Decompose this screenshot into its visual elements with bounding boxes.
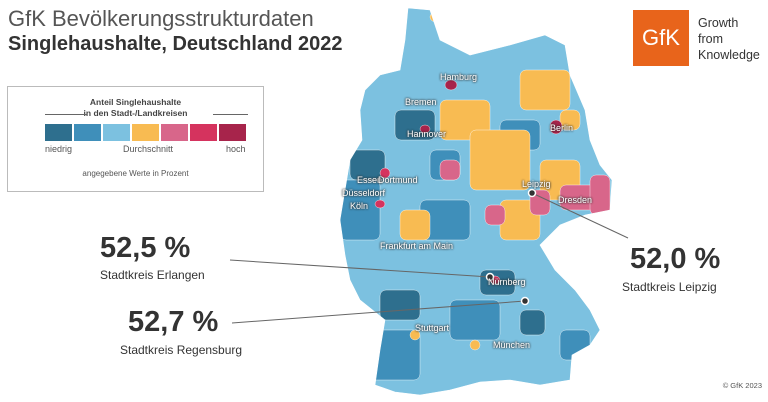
district-region [399,209,431,241]
callout-regensburg-label: Stadtkreis Regensburg [120,343,243,357]
legend-swatch [132,124,159,141]
city-label: Berlin [550,123,574,133]
city-label: Dresden [558,195,593,205]
city-label: München [493,340,531,350]
tagline-3: Knowledge [698,48,760,62]
city-label: Leipzig [522,179,551,189]
legend-high: hoch [226,144,246,154]
gfk-logo: GfK [633,10,689,66]
marker-erlangen [485,272,495,282]
district-region [484,204,506,226]
marker-regensburg [520,296,530,306]
district-region [379,289,421,321]
callout-line-erlangen [229,259,491,278]
legend-swatch [190,124,217,141]
district-region [529,189,551,216]
arrow-right-icon [213,114,248,115]
title: GfK Bevölkerungsstrukturdaten [8,6,314,31]
city-label: Stuttgart [415,323,450,333]
callout-leipzig-value: 52,0 % [630,243,721,275]
district-region [374,199,386,209]
city-label: Dortmund [378,175,418,185]
legend-swatch [74,124,101,141]
city-label: Köln [350,201,369,211]
marker-leipzig [527,188,537,198]
district-region [519,309,546,336]
subtitle: Singlehaushalte, Deutschland 2022 [8,33,343,55]
city-label: Düsseldorf [342,188,386,198]
district-region [469,129,531,191]
callout-erlangen-label: Stadtkreis Erlangen [100,268,205,282]
copyright: © GfK 2023 [722,381,762,390]
city-label: Nürnberg [488,277,526,287]
district-region [469,339,481,351]
tagline-2: from [698,32,723,46]
city-label: Essen [357,175,383,185]
legend-note: angegebene Werte in Prozent [82,169,189,178]
callout-erlangen-value: 52,5 % [100,232,191,264]
district-region [589,174,611,216]
district-region [519,69,571,111]
city-label: Bremen [405,97,437,107]
callout-line-regensburg [231,300,526,324]
district-region [379,167,391,179]
legend-swatch [219,124,246,141]
city-label: Hannover [407,129,447,139]
legend-title-2: in den Stadt-/Landkreisen [83,108,188,118]
district-region [409,329,421,341]
legend-swatch [45,124,72,141]
callout-line-leipzig [531,192,629,239]
legend-low: niedrig [45,144,73,154]
district-region [559,329,591,361]
city-label: Frankfurt am Main [380,241,454,251]
legend-mid: Durchschnitt [123,144,174,154]
arrow-left-icon [45,114,87,115]
district-region [439,159,461,181]
callout-regensburg-value: 52,7 % [128,306,219,338]
legend-swatch [103,124,130,141]
legend: Anteil Singlehaushalte in den Stadt-/Lan… [7,86,264,192]
district-region [340,179,381,241]
district-region [559,109,581,131]
district-region [549,119,563,135]
city-label: Hamburg [440,72,478,82]
district-region [419,124,431,134]
tagline-1: Growth [698,16,739,30]
district-region [444,79,458,91]
legend-title-1: Anteil Singlehaushalte [89,97,182,107]
legend-swatch [161,124,188,141]
callout-leipzig-label: Stadtkreis Leipzig [622,280,717,294]
